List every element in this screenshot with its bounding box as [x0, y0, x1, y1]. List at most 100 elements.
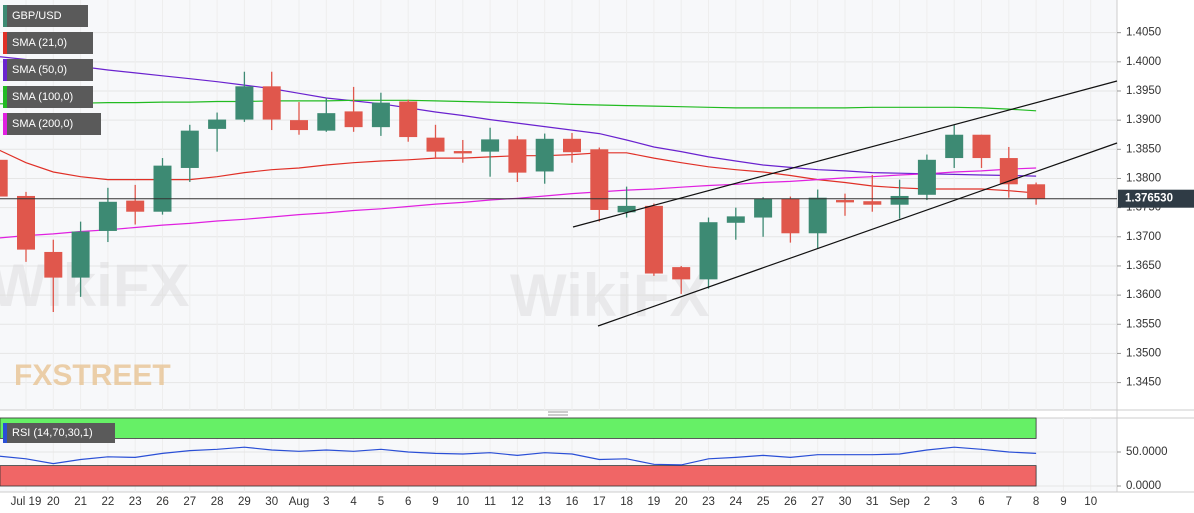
x-tick-label: 28 [211, 496, 224, 508]
x-tick-label: 29 [238, 496, 251, 508]
y-tick-label: 1.3600 [1126, 289, 1161, 301]
candle-body [672, 267, 691, 280]
x-tick-label: 7 [1006, 496, 1012, 508]
legend-box [3, 32, 93, 54]
x-tick-label: 23 [702, 496, 715, 508]
candle-body [808, 197, 827, 234]
y-tick-label: 1.3550 [1126, 318, 1161, 330]
y-tick-label: 1.3800 [1126, 172, 1161, 184]
y-tick-label: 1.3950 [1126, 85, 1161, 97]
legend-swatch [3, 86, 7, 108]
x-tick-label: 9 [432, 496, 438, 508]
candle-body [945, 134, 964, 159]
candle-body [836, 200, 854, 203]
y-tick-label: 0.0000 [1126, 480, 1161, 492]
panel-handle [548, 411, 568, 416]
candle-body [71, 231, 90, 278]
candle-body [563, 138, 581, 153]
watermark: WikiFX [0, 252, 189, 319]
x-tick-label: 3 [951, 496, 957, 508]
x-tick-label: 2 [924, 496, 930, 508]
x-tick-label: 22 [102, 496, 115, 508]
x-tick-label: 16 [566, 496, 579, 508]
legend-swatch [3, 113, 7, 135]
candle-body [590, 149, 609, 210]
x-tick-label: 26 [156, 496, 169, 508]
trendlines [572, 80, 1118, 327]
candle-body [235, 86, 254, 120]
candle-body [44, 251, 63, 278]
legend-box [3, 113, 101, 135]
price-plot [0, 0, 1117, 410]
legend-box [3, 5, 88, 27]
legend-box [3, 59, 93, 81]
candle-body [126, 200, 145, 212]
x-tick-label: 4 [350, 496, 357, 508]
sma-line [0, 56, 1037, 177]
candle-body [863, 201, 882, 205]
legend-swatch [3, 5, 7, 27]
watermark: FXSTREET [14, 359, 171, 392]
x-tick-label: 21 [74, 496, 87, 508]
y-tick-label: 50.0000 [1126, 446, 1168, 458]
legend-label: GBP/USD [12, 10, 62, 22]
x-tick-label: 9 [1060, 496, 1066, 508]
rsi-band [0, 417, 1037, 439]
x-tick-label: 8 [1033, 496, 1039, 508]
candle-body [535, 138, 554, 172]
candle-body [972, 134, 991, 159]
candle-body [726, 216, 745, 223]
candle-body [453, 151, 472, 154]
candle-body [754, 198, 773, 218]
candle-body [644, 205, 663, 274]
candle-body [344, 111, 363, 128]
last-price-label: 1.376530 [1125, 193, 1173, 205]
candle-body [508, 139, 527, 173]
y-tick-label: 1.3500 [1126, 347, 1161, 359]
x-tick-label: Aug [289, 496, 309, 508]
x-tick-label: 30 [839, 496, 852, 508]
candle-body [208, 119, 227, 129]
x-tick-label: 23 [129, 496, 142, 508]
x-tick-label: 17 [593, 496, 606, 508]
plot-content [0, 56, 1117, 487]
x-tick-label: 27 [183, 496, 196, 508]
rsi-line [0, 446, 1037, 466]
candle-body [290, 120, 308, 131]
x-tick-label: 30 [265, 496, 278, 508]
x-tick-label: 12 [511, 496, 524, 508]
candle-body [371, 102, 390, 128]
candle-body [781, 198, 800, 234]
x-tick-label: Sep [889, 496, 909, 508]
x-tick-label: 13 [538, 496, 551, 508]
legend-swatch [3, 32, 7, 54]
legend-label: SMA (21,0) [12, 37, 67, 49]
x-tick-label: 24 [729, 496, 742, 508]
candle-body [17, 195, 35, 250]
x-tick-label: 11 [484, 496, 496, 508]
x-tick-label: 31 [866, 496, 879, 508]
x-tick-label: 10 [456, 496, 469, 508]
legend-label: SMA (200,0) [12, 118, 73, 130]
x-tick-label: 27 [811, 496, 824, 508]
x-tick-label: 6 [978, 496, 984, 508]
trendline [597, 142, 1118, 327]
last-price-box [1118, 189, 1194, 208]
candle-body [481, 139, 500, 152]
x-tick-label: 20 [47, 496, 60, 508]
candle-body [399, 101, 418, 138]
x-tick-label: 20 [675, 496, 688, 508]
y-tick-label: 1.3850 [1126, 143, 1161, 155]
overlay: 1.3450 1.3500 1.3550 1.3600 1.3650 1.3700 1.37… [3, 5, 1194, 508]
candle-body [262, 86, 281, 120]
candle-body [98, 201, 117, 231]
candle-body [917, 159, 936, 195]
x-tick-label: 5 [378, 496, 384, 508]
x-tick-label: 19 [648, 496, 661, 508]
y-tick-label: 1.3900 [1126, 114, 1161, 126]
candle-body [426, 137, 445, 152]
legend-label: SMA (50,0) [12, 64, 67, 76]
candle-body [153, 165, 172, 212]
legend-box [3, 86, 93, 108]
